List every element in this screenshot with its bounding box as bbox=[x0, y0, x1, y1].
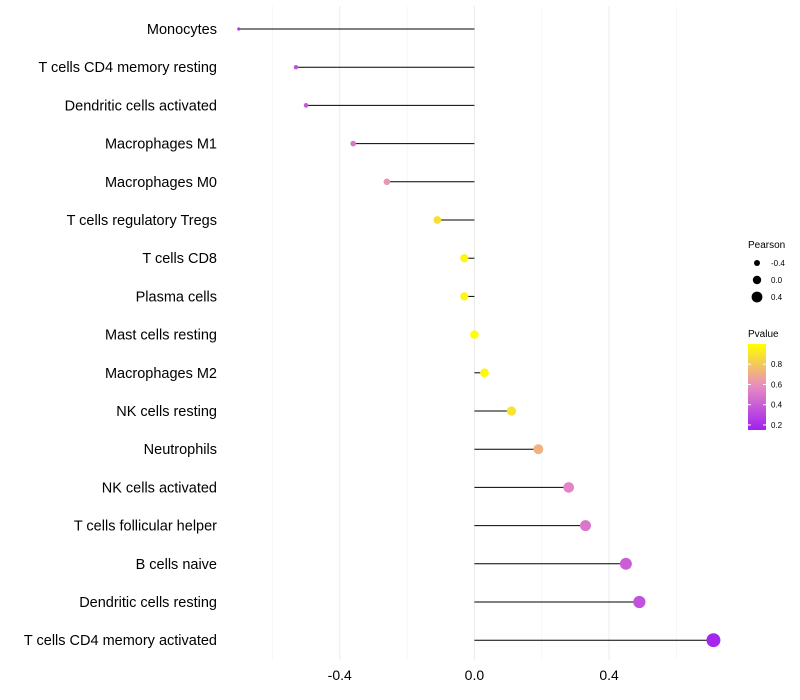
category-label: T cells follicular helper bbox=[74, 519, 217, 535]
lollipop-point bbox=[350, 140, 357, 147]
lollipop-point bbox=[460, 292, 469, 301]
lollipop-point bbox=[619, 557, 632, 570]
lollipop-points bbox=[237, 27, 721, 648]
category-label: NK cells activated bbox=[102, 480, 217, 496]
lollipop-point bbox=[470, 330, 479, 339]
size-legend-label: 0.0 bbox=[771, 276, 783, 285]
color-legend-title: Pvalue bbox=[748, 329, 779, 340]
category-label: Macrophages M0 bbox=[105, 175, 217, 191]
category-label: NK cells resting bbox=[116, 404, 217, 420]
x-tick-label: -0.4 bbox=[328, 667, 352, 683]
lollipop-point bbox=[460, 254, 469, 263]
size-legend-entries: -0.4 0.0 0.4 bbox=[751, 259, 785, 303]
category-label: Neutrophils bbox=[144, 442, 217, 458]
category-label: B cells naive bbox=[136, 557, 217, 573]
category-label: Plasma cells bbox=[136, 289, 217, 305]
category-label: T cells CD4 memory activated bbox=[24, 633, 217, 649]
size-legend-key bbox=[752, 275, 762, 285]
color-legend-label: 0.2 bbox=[771, 421, 783, 430]
lollipop-point bbox=[293, 64, 299, 70]
category-label: Dendritic cells activated bbox=[65, 98, 217, 114]
lollipop-point bbox=[706, 633, 721, 648]
lollipop-point bbox=[633, 595, 646, 609]
color-legend-label: 0.6 bbox=[771, 380, 783, 389]
lollipop-point bbox=[383, 178, 391, 186]
size-legend-key bbox=[754, 260, 760, 266]
category-label: T cells CD8 bbox=[142, 251, 217, 267]
category-label: T cells CD4 memory resting bbox=[38, 60, 217, 76]
lollipop-point bbox=[303, 103, 309, 108]
category-label: Dendritic cells resting bbox=[79, 595, 217, 611]
category-label: Macrophages M1 bbox=[105, 137, 217, 153]
lollipop-point bbox=[563, 482, 574, 493]
category-label: T cells regulatory Tregs bbox=[67, 213, 217, 229]
x-tick-label: 0.0 bbox=[465, 667, 485, 683]
size-legend-label: 0.4 bbox=[771, 293, 783, 302]
category-labels: Monocytes T cells CD4 memory resting Dendr… bbox=[24, 22, 217, 649]
lollipop-point bbox=[433, 216, 442, 224]
size-legend-key bbox=[751, 291, 763, 303]
category-label: Macrophages M2 bbox=[105, 366, 217, 382]
size-legend-title: Pearson bbox=[748, 240, 785, 251]
lollipop-stems bbox=[238, 28, 714, 641]
lollipop-point bbox=[579, 520, 592, 532]
size-legend-label: -0.4 bbox=[771, 259, 785, 268]
color-legend-ticks: 0.8 0.6 0.4 0.2 bbox=[748, 360, 783, 430]
color-legend-bar bbox=[748, 344, 766, 430]
lollipop-point bbox=[506, 406, 517, 416]
category-label: Monocytes bbox=[147, 22, 217, 38]
category-label: Mast cells resting bbox=[105, 328, 217, 344]
lollipop-point bbox=[480, 368, 489, 378]
legend: Pearson -0.4 0.0 0.4 Pvalue 0.8 0.6 0.4 0.2 bbox=[748, 240, 785, 430]
lollipop-point bbox=[533, 444, 544, 455]
color-legend-label: 0.8 bbox=[771, 360, 783, 369]
color-legend-label: 0.4 bbox=[771, 401, 783, 410]
lollipop-point bbox=[237, 27, 241, 31]
x-axis-tick-labels: -0.4 0.0 0.4 bbox=[328, 667, 619, 683]
x-tick-label: 0.4 bbox=[599, 667, 619, 683]
